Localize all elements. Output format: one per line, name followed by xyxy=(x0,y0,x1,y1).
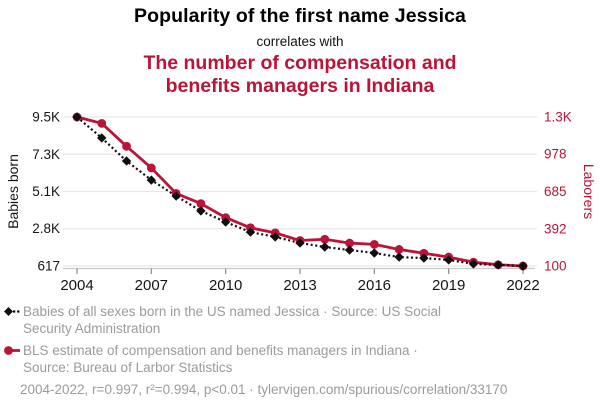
x-axis-tick-label: 2019 xyxy=(432,277,465,294)
jessica-marker xyxy=(295,238,305,248)
chart-subtitle: The number of compensation and benefits … xyxy=(143,52,457,97)
gridlines xyxy=(63,116,537,267)
x-axis-tick-label: 2013 xyxy=(283,277,316,294)
jessica-marker xyxy=(320,242,330,252)
left-axis-tick-label: 9.5K xyxy=(32,110,60,125)
jessica-marker xyxy=(245,227,256,237)
x-axis-tick-label: 2022 xyxy=(506,277,539,294)
jessica-marker xyxy=(121,156,132,166)
jessica-marker xyxy=(493,260,503,270)
left-axis-tick-label: 2.8K xyxy=(32,221,60,236)
laborers-marker xyxy=(369,239,379,249)
chart-legend: Babies of all sexes born in the US named… xyxy=(3,303,593,381)
right-axis-tick-label: 685 xyxy=(544,184,567,199)
jessica-marker xyxy=(394,252,404,262)
jessica-marker xyxy=(146,175,157,185)
jessica-marker xyxy=(468,259,479,269)
jessica-marker xyxy=(72,112,82,122)
chart-title: Popularity of the first name Jessica xyxy=(134,5,466,27)
x-axis: 2004 2007 2010 2013 2016 2019 2022 xyxy=(60,267,540,294)
legend-marker-diamond-dashed-icon xyxy=(4,307,20,316)
legend-item: BLS estimate of compensation and benefit… xyxy=(3,342,593,376)
jessica-marker xyxy=(220,217,231,227)
left-axis-title: Babies born xyxy=(5,154,21,229)
jessica-marker xyxy=(344,245,355,255)
jessica-marker xyxy=(196,206,206,216)
laborers-marker xyxy=(196,199,206,208)
right-axis-tick-label: 978 xyxy=(544,147,567,162)
laborers-marker xyxy=(345,238,354,248)
legend-item-text: Babies of all sexes born in the US named… xyxy=(23,304,441,336)
laborers-marker xyxy=(394,245,404,254)
x-axis-tick-label: 2016 xyxy=(358,277,391,294)
laborers-marker xyxy=(419,248,429,258)
jessica-marker xyxy=(270,232,280,242)
laborers-marker xyxy=(320,234,330,244)
laborers-marker xyxy=(122,141,131,151)
left-axis-tick-label: 7.3K xyxy=(32,147,60,162)
jessica-marker xyxy=(369,248,380,258)
jessica-marker xyxy=(443,255,454,265)
left-axis-tick-label: 5.1K xyxy=(32,184,60,199)
jessica-marker xyxy=(518,261,528,271)
left-axis-tick-label: 617 xyxy=(37,259,60,274)
right-y-axis: 1.3K 978 685 392 100 Laborers xyxy=(544,110,597,274)
x-axis-tick-label: 2010 xyxy=(209,277,242,294)
correlates-with-text: correlates with xyxy=(256,34,344,49)
right-axis-tick-label: 392 xyxy=(544,221,567,236)
right-axis-title: Laborers xyxy=(581,164,597,219)
laborers-marker xyxy=(97,118,107,128)
left-y-axis: 9.5K 7.3K 5.1K 2.8K 617 Babies born xyxy=(5,110,60,274)
jessica-marker xyxy=(97,133,107,143)
jessica-marker xyxy=(171,191,181,201)
stats-footer: 2004-2022, r=0.997, r²=0.994, p<0.01 · t… xyxy=(20,382,508,397)
laborers-marker xyxy=(146,163,156,173)
jessica-series xyxy=(72,112,528,271)
x-axis-tick-label: 2004 xyxy=(60,277,93,294)
right-axis-tick-label: 1.3K xyxy=(544,110,572,125)
legend-item: Babies of all sexes born in the US named… xyxy=(3,303,593,337)
right-axis-tick-label: 100 xyxy=(544,259,567,274)
legend-item-text: BLS estimate of compensation and benefit… xyxy=(23,343,418,375)
jessica-marker xyxy=(419,253,429,263)
legend-marker-circle-solid-icon xyxy=(4,346,20,355)
x-axis-tick-label: 2007 xyxy=(135,277,168,294)
